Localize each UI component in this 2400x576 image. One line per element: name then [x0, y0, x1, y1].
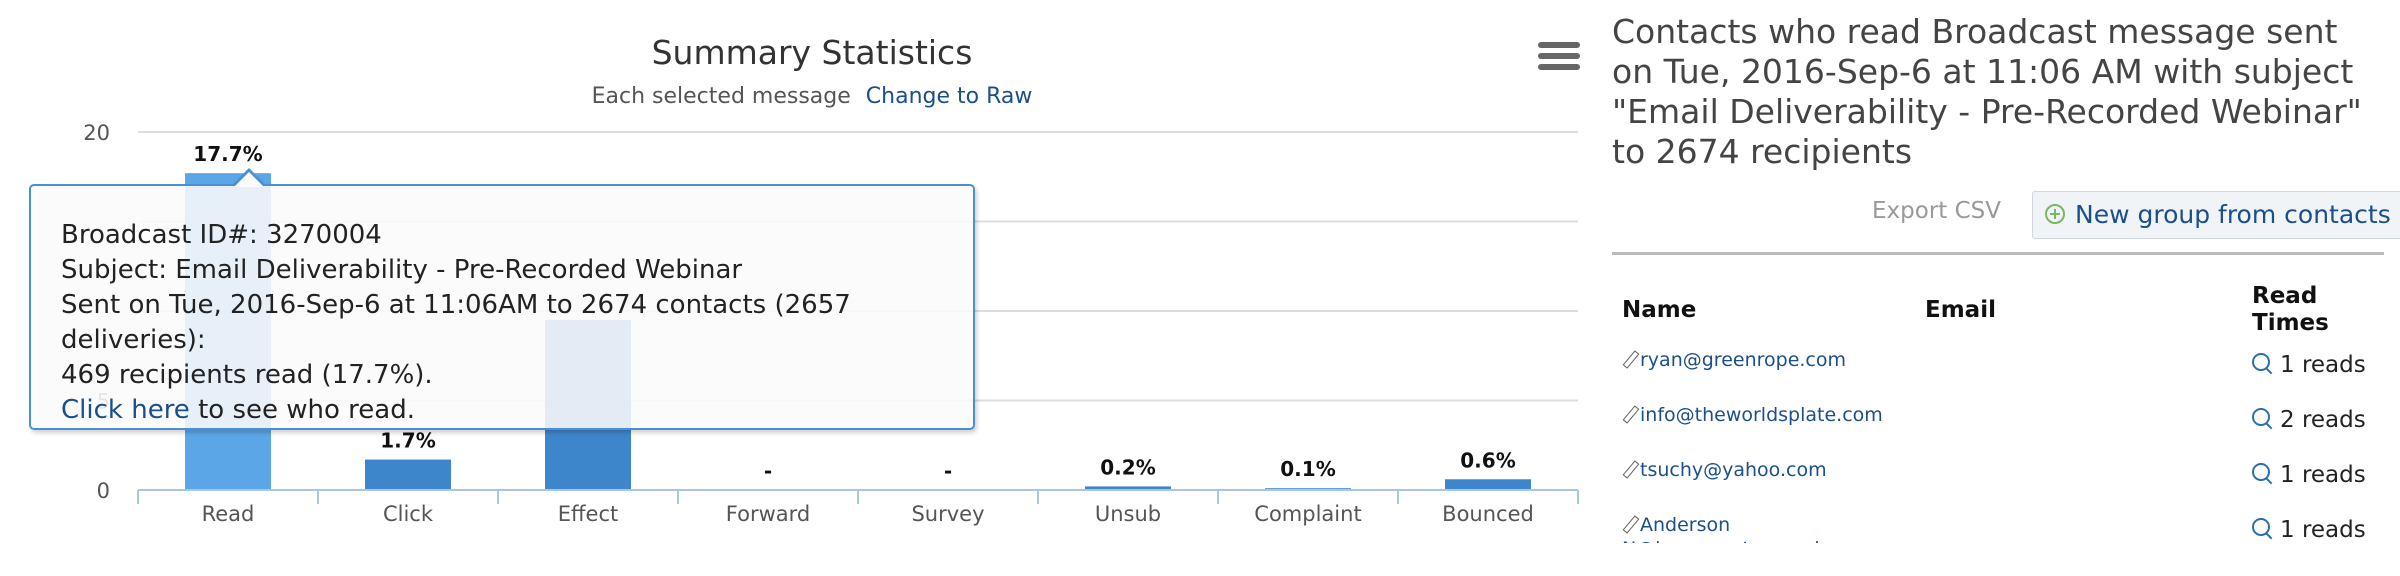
read-times-link[interactable]: 1 reads — [2252, 352, 2366, 378]
y-tick-label: 0 — [97, 479, 110, 503]
data-label-click: 1.7% — [380, 429, 435, 453]
summary-chart: Summary Statistics Each selected message… — [29, 33, 1580, 526]
chart-labels: 052017.7%Read1.7%ClickEffect-Forward-Sur… — [83, 121, 1534, 526]
read-times-link[interactable]: 1 reads — [2252, 462, 2366, 488]
pencil-icon — [1622, 406, 1638, 422]
data-label-complaint: 0.1% — [1280, 457, 1335, 481]
chart-subtitle: Each selected message Change to Raw — [592, 84, 1033, 109]
contact-link[interactable]: tsuchy@yahoo.com — [1622, 458, 1902, 482]
tooltip-read-count: 469 recipients read (17.7%). — [61, 360, 433, 390]
tooltip-broadcast-id: Broadcast ID#: 3270004 — [61, 220, 382, 250]
chart-axes — [137, 489, 1579, 504]
y-tick-label: 20 — [83, 121, 110, 145]
magnifier-icon — [2252, 517, 2270, 536]
x-tick-label: Effect — [558, 502, 618, 526]
chart-subtitle-prefix: Each selected message — [592, 84, 851, 109]
chart-title: Summary Statistics — [652, 33, 973, 72]
new-group-button[interactable]: New group from contacts — [2032, 191, 2400, 239]
x-tick-label: Read — [202, 502, 255, 526]
table-row: ryan@greenrope.com 1 reads — [1622, 348, 2382, 388]
plus-circle-icon — [2045, 204, 2065, 224]
x-tick-label: Bounced — [1442, 502, 1534, 526]
click-here-link[interactable]: Click here — [61, 395, 190, 425]
bar-unsub[interactable] — [1085, 486, 1171, 490]
table-row: tsuchy@yahoo.com 1 reads — [1622, 458, 2382, 498]
column-header-read-times: Read Times — [2252, 283, 2329, 336]
x-tick-label: Unsub — [1095, 502, 1161, 526]
data-label-forward: - — [764, 459, 772, 483]
data-label-read: 17.7% — [193, 142, 262, 166]
pencil-icon — [1622, 351, 1638, 367]
contact-link[interactable]: Anderson N@hoconcrete.com.hr — [1622, 513, 1902, 543]
x-tick-label: Survey — [911, 502, 984, 526]
tooltip-subject: Subject: Email Deliverability - Pre-Reco… — [61, 255, 743, 285]
x-tick-label: Click — [383, 502, 434, 526]
divider — [1612, 252, 2384, 255]
change-to-raw-link[interactable]: Change to Raw — [866, 84, 1033, 109]
table-row: Anderson N@hoconcrete.com.hr 1 reads — [1622, 513, 2382, 543]
bar-click[interactable] — [365, 459, 451, 490]
magnifier-icon — [2252, 407, 2270, 426]
pencil-icon — [1622, 516, 1638, 532]
column-header-email: Email — [1925, 297, 1996, 323]
contacts-panel: Contacts who read Broadcast message sent… — [1612, 0, 2400, 576]
bar-bounced[interactable] — [1445, 479, 1531, 490]
contact-link[interactable]: ryan@greenrope.com — [1622, 348, 1902, 372]
magnifier-icon — [2252, 352, 2270, 371]
x-tick-label: Forward — [726, 502, 810, 526]
tooltip-sent-info: Sent on Tue, 2016-Sep-6 at 11:06AM to 26… — [61, 290, 851, 355]
data-label-bounced: 0.6% — [1460, 448, 1515, 472]
data-label-survey: - — [944, 459, 952, 483]
pencil-icon — [1622, 461, 1638, 477]
chart-menu-icon[interactable] — [1538, 42, 1580, 78]
contact-link[interactable]: info@theworldsplate.com — [1622, 403, 1902, 427]
broadcast-tooltip: Broadcast ID#: 3270004 Subject: Email De… — [29, 168, 975, 430]
magnifier-icon — [2252, 462, 2270, 481]
tooltip-click-suffix: to see who read. — [189, 395, 415, 425]
panel-heading: Contacts who read Broadcast message sent… — [1612, 12, 2362, 171]
read-times-link[interactable]: 2 reads — [2252, 407, 2366, 433]
table-row: info@theworldsplate.com 2 reads — [1622, 403, 2382, 443]
x-tick-label: Complaint — [1254, 502, 1361, 526]
read-times-link[interactable]: 1 reads — [2252, 517, 2366, 543]
export-csv-button[interactable]: Export CSV — [1872, 198, 2001, 224]
tooltip-click-line: Click here to see who read. — [61, 393, 943, 428]
new-group-label: New group from contacts — [2075, 200, 2391, 229]
data-label-unsub: 0.2% — [1100, 455, 1155, 479]
column-header-name: Name — [1622, 297, 1697, 323]
